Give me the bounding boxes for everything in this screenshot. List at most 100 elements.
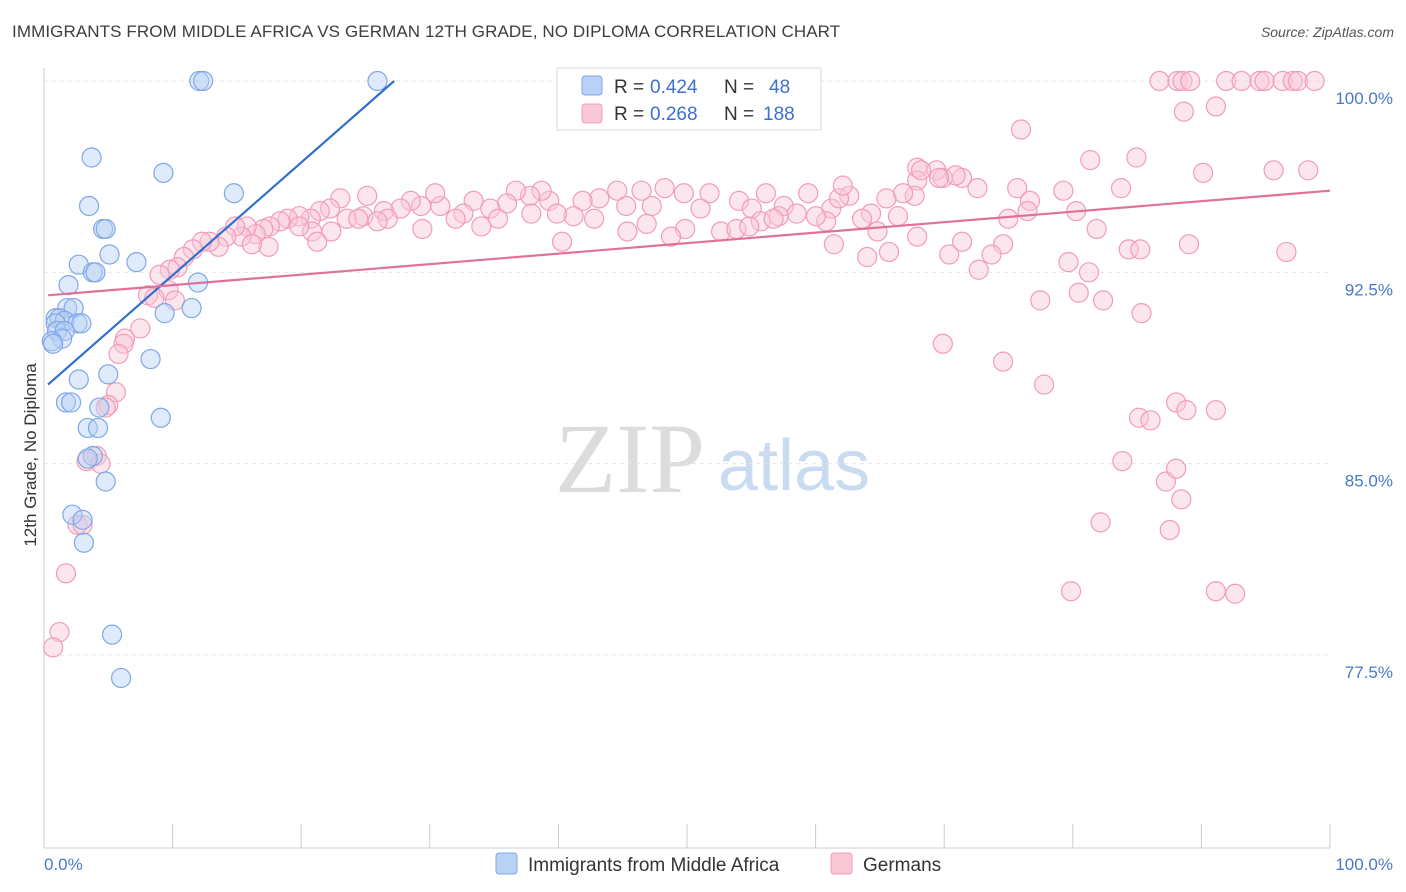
trend-line-middle-africa bbox=[47, 80, 395, 386]
bottom-legend-label-1: Immigrants from Middle Africa bbox=[528, 855, 780, 876]
legend-n-value-1: 48 bbox=[769, 77, 790, 98]
bottom-legend-swatch-blue bbox=[495, 852, 518, 875]
trend-line-germans bbox=[47, 189, 1331, 297]
data-point-middle-africa bbox=[154, 303, 175, 324]
y-tick-label: 77.5% bbox=[1345, 663, 1393, 682]
data-point-germans bbox=[563, 206, 584, 227]
y-axis-label: 12th Grade, No Diploma bbox=[21, 363, 40, 547]
data-point-germans bbox=[551, 231, 573, 252]
data-point-middle-africa bbox=[72, 509, 93, 530]
data-point-germans bbox=[967, 178, 988, 199]
data-point-middle-africa bbox=[78, 195, 100, 217]
data-point-germans bbox=[1080, 149, 1101, 171]
data-point-germans bbox=[1086, 218, 1107, 240]
data-point-germans bbox=[258, 236, 279, 257]
data-point-germans bbox=[1159, 519, 1180, 541]
data-point-germans bbox=[1249, 70, 1270, 92]
data-point-germans bbox=[1058, 252, 1079, 273]
y-tick-label: 85.0% bbox=[1345, 472, 1393, 491]
data-point-germans bbox=[673, 183, 694, 204]
data-point-germans bbox=[1110, 178, 1132, 199]
data-point-germans bbox=[1092, 290, 1114, 311]
data-point-germans bbox=[690, 198, 711, 219]
chart-title: IMMIGRANTS FROM MIDDLE AFRICA VS GERMAN … bbox=[12, 22, 841, 41]
y-tick-labels: 100.0% 92.5% 85.0% 77.5% bbox=[1335, 89, 1393, 682]
data-point-germans bbox=[939, 244, 960, 265]
data-point-germans bbox=[636, 213, 657, 234]
watermark: ZIP atlas bbox=[555, 403, 870, 514]
data-point-germans bbox=[878, 241, 900, 263]
data-point-germans bbox=[400, 190, 421, 212]
data-point-middle-africa bbox=[87, 417, 109, 439]
watermark-zip: ZIP bbox=[555, 403, 705, 514]
legend-n-label-1: N = bbox=[724, 77, 754, 98]
data-point-middle-africa bbox=[85, 262, 106, 283]
data-point-germans bbox=[301, 221, 323, 242]
data-point-germans bbox=[425, 183, 446, 204]
data-point-middle-africa bbox=[98, 364, 119, 385]
data-point-middle-africa bbox=[95, 471, 116, 492]
data-point-middle-africa bbox=[58, 274, 79, 296]
legend-n-value-2: 188 bbox=[763, 104, 795, 125]
legend-swatch-blue bbox=[581, 75, 603, 96]
data-point-middle-africa bbox=[150, 407, 171, 428]
legend-r-value-1: 0.424 bbox=[650, 77, 698, 98]
data-point-middle-africa bbox=[81, 147, 102, 168]
data-point-germans bbox=[832, 175, 853, 196]
source-credit: Source: ZipAtlas.com bbox=[1260, 24, 1394, 40]
data-point-germans bbox=[480, 198, 501, 219]
data-point-germans bbox=[932, 333, 953, 354]
data-point-germans bbox=[445, 208, 466, 229]
data-point-middle-africa bbox=[110, 667, 132, 689]
data-point-germans bbox=[876, 188, 897, 209]
data-point-germans bbox=[892, 183, 914, 204]
data-point-middle-africa bbox=[223, 183, 244, 204]
data-point-middle-africa bbox=[140, 348, 161, 370]
data-point-middle-africa bbox=[55, 392, 77, 413]
data-point-germans bbox=[857, 246, 878, 268]
data-point-germans bbox=[728, 190, 750, 212]
data-point-germans bbox=[660, 226, 682, 247]
data-point-germans bbox=[584, 208, 605, 229]
data-point-germans bbox=[231, 226, 252, 247]
data-point-germans bbox=[357, 185, 378, 206]
data-point-germans bbox=[654, 178, 675, 199]
data-point-germans bbox=[572, 190, 593, 212]
data-point-germans bbox=[1172, 70, 1193, 92]
data-point-germans bbox=[616, 195, 637, 217]
data-point-germans bbox=[1205, 581, 1227, 602]
data-point-germans bbox=[951, 231, 973, 252]
data-point-germans bbox=[367, 211, 388, 232]
data-point-germans bbox=[1112, 451, 1133, 472]
data-point-germans bbox=[471, 216, 492, 237]
data-point-germans bbox=[539, 190, 560, 212]
data-point-germans bbox=[1078, 262, 1100, 283]
data-point-middle-africa bbox=[153, 162, 174, 183]
data-point-germans bbox=[144, 287, 165, 308]
data-point-middle-africa bbox=[99, 244, 120, 265]
data-point-middle-africa bbox=[193, 70, 214, 92]
y-tick-label: 92.5% bbox=[1345, 280, 1393, 299]
data-point-germans bbox=[241, 234, 262, 255]
data-point-germans bbox=[49, 621, 70, 643]
data-point-germans bbox=[269, 211, 291, 232]
data-point-germans bbox=[95, 397, 116, 418]
series-germans-points bbox=[43, 70, 1325, 658]
data-point-germans bbox=[1068, 282, 1089, 303]
series-legend: Immigrants from Middle Africa Germans bbox=[495, 852, 941, 876]
data-point-germans bbox=[1287, 70, 1309, 92]
data-point-germans bbox=[998, 208, 1019, 229]
data-point-germans bbox=[149, 264, 170, 285]
data-point-germans bbox=[130, 318, 151, 339]
data-point-middle-africa bbox=[77, 417, 98, 439]
data-point-middle-africa bbox=[68, 369, 89, 390]
data-point-germans bbox=[739, 216, 760, 237]
data-point-middle-africa bbox=[101, 624, 123, 645]
data-point-germans bbox=[496, 193, 518, 214]
data-point-germans bbox=[805, 206, 827, 227]
data-point-germans bbox=[763, 208, 784, 229]
data-point-germans bbox=[699, 183, 720, 204]
watermark-atlas: atlas bbox=[718, 426, 870, 506]
data-point-middle-africa bbox=[77, 448, 98, 469]
data-point-germans bbox=[307, 231, 328, 252]
